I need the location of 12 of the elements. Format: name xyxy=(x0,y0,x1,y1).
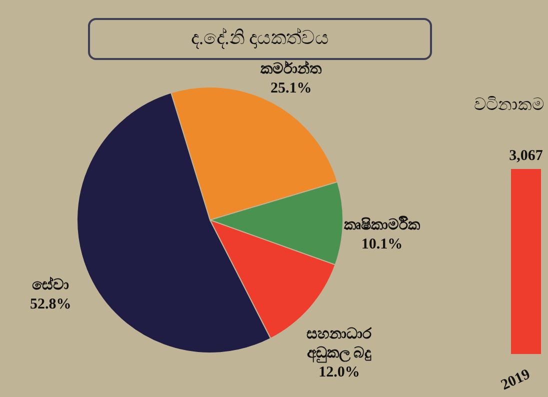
chart-title: ද.දේ.නි දායකත්වය xyxy=(88,18,432,60)
slice-label: කර්මාන්ත xyxy=(260,59,323,78)
y-axis-title: වටිනාකම xyxy=(474,95,544,114)
data-label: 12.0% xyxy=(318,364,360,381)
x-tick-label: 2019 xyxy=(498,366,533,394)
data-label: 25.1% xyxy=(270,80,312,96)
slice-label: සේවා xyxy=(32,276,70,294)
data-label: 52.8% xyxy=(30,296,72,313)
slice-label: කෘෂිකාර්මික xyxy=(344,216,421,234)
data-label: 10.1% xyxy=(361,236,403,253)
data-label: 3,067 xyxy=(509,148,544,164)
slice-label: සහනාධාර අඩුකල බදු xyxy=(306,326,373,364)
